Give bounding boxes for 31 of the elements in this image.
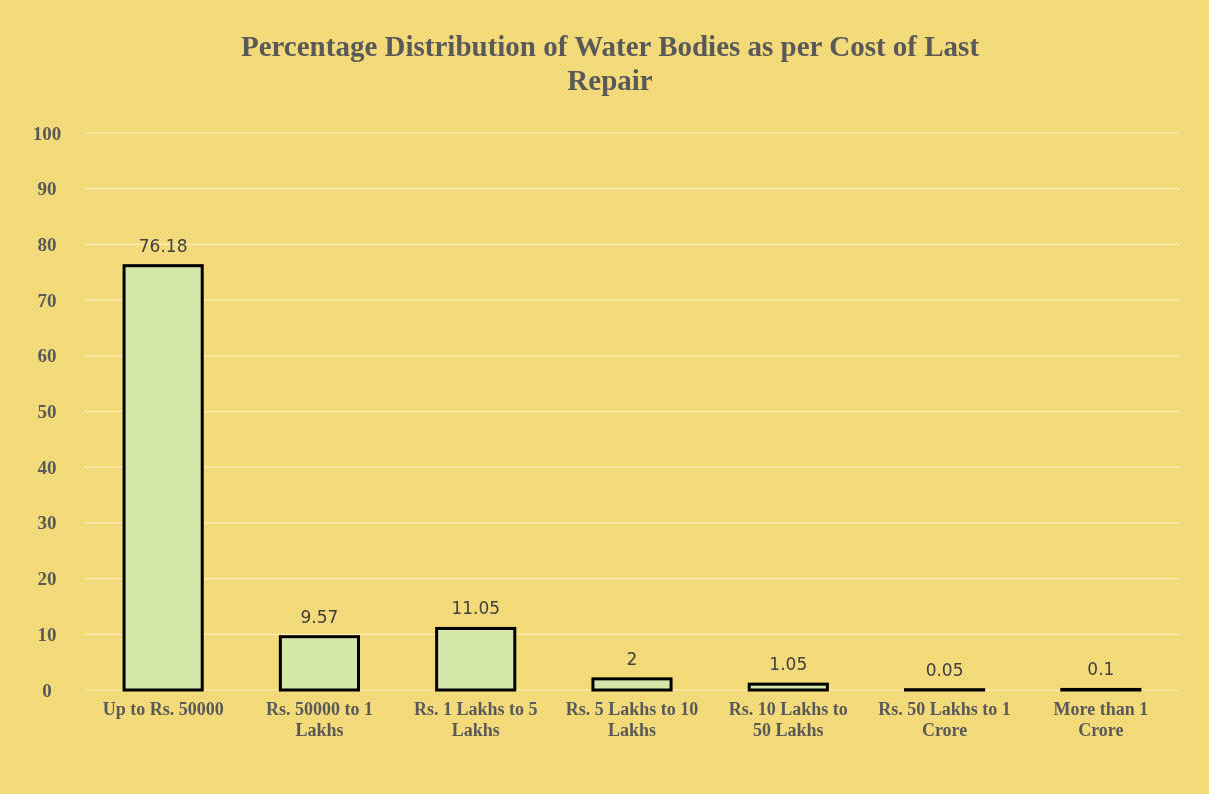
bar: [278, 635, 360, 692]
data-label: 11.05: [451, 598, 501, 619]
y-tick-label: 80: [37, 233, 57, 255]
bar: [435, 626, 517, 692]
data-label: 1.05: [769, 654, 808, 675]
y-tick-label: 10: [37, 623, 57, 645]
bar: [747, 682, 829, 692]
y-tick-label: 30: [37, 512, 57, 534]
x-tick-label: Rs. 5 Lakhs to 10 Lakhs: [565, 698, 699, 741]
data-label: 2: [626, 648, 638, 669]
data-label: 0.05: [925, 659, 964, 680]
data-label: 9.57: [300, 606, 339, 627]
y-tick-label: 90: [37, 178, 57, 200]
y-tick-label: 50: [37, 401, 57, 423]
y-tick-label: 60: [37, 345, 57, 367]
y-tick-label: 0: [42, 679, 52, 701]
x-tick-label: More than 1 Crore: [1053, 698, 1149, 741]
data-label: 76.18: [138, 235, 188, 256]
y-tick-label: 40: [37, 456, 57, 478]
x-tick-label: Rs. 1 Lakhs to 5 Lakhs: [413, 698, 538, 741]
y-tick-label: 100: [32, 122, 62, 144]
bar: [591, 677, 673, 692]
bar: [122, 264, 204, 692]
x-tick-label: Rs. 10 Lakhs to 50 Lakhs: [728, 698, 848, 741]
x-tick-label: Rs. 50000 to 1 Lakhs: [265, 698, 373, 741]
data-label: 0.1: [1087, 659, 1115, 680]
x-tick-label: Up to Rs. 50000: [102, 698, 224, 719]
x-tick-label: Rs. 50 Lakhs to 1 Crore: [878, 698, 1011, 741]
chart-title: Percentage Distribution of Water Bodies as per Cost of Last Repair: [240, 30, 980, 96]
y-tick-label: 70: [37, 289, 57, 311]
y-tick-label: 20: [37, 568, 57, 590]
